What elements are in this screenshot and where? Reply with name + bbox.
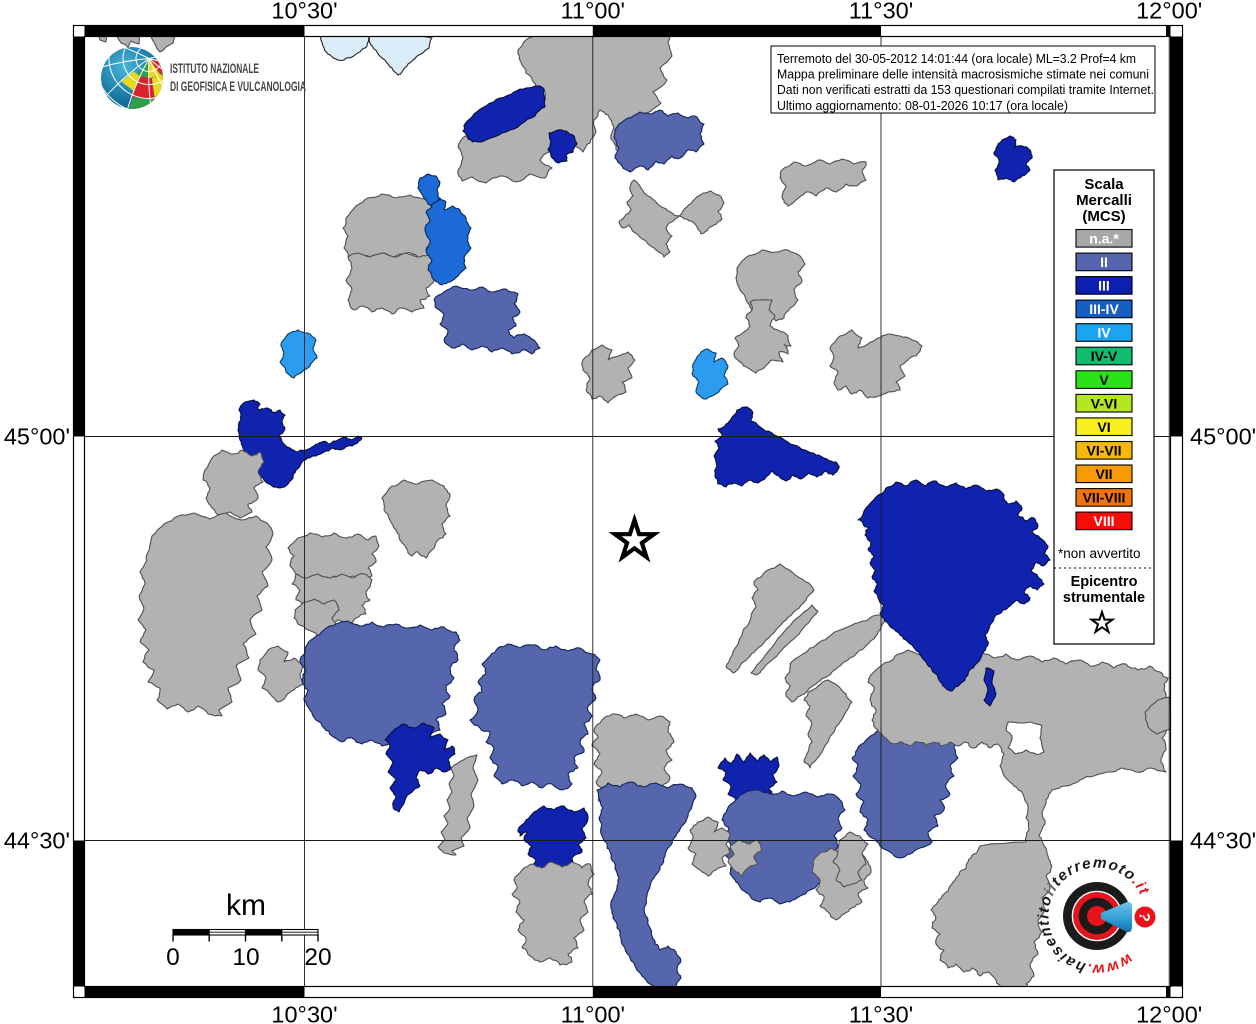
- svg-text:44°30': 44°30': [1190, 828, 1256, 854]
- svg-text:44°30': 44°30': [4, 828, 70, 854]
- svg-text:11°30': 11°30': [849, 1002, 913, 1024]
- svg-text:III: III: [1098, 278, 1110, 294]
- svg-text:Terremoto del 30-05-2012 14:01: Terremoto del 30-05-2012 14:01:44 (ora l…: [777, 51, 1136, 66]
- svg-text:VIII: VIII: [1093, 513, 1114, 529]
- svg-text:IV: IV: [1097, 325, 1111, 341]
- svg-text:45°00': 45°00': [1190, 424, 1256, 450]
- svg-text:VI-VII: VI-VII: [1086, 443, 1121, 459]
- svg-text:DI GEOFISICA E VULCANOLOGIA: DI GEOFISICA E VULCANOLOGIA: [170, 79, 306, 94]
- svg-text:(MCS): (MCS): [1082, 208, 1125, 225]
- svg-text:Epicentro: Epicentro: [1071, 574, 1138, 590]
- svg-text:11°00': 11°00': [561, 0, 625, 24]
- svg-text:VII-VIII: VII-VIII: [1083, 490, 1126, 506]
- svg-text:n.a.*: n.a.*: [1089, 231, 1119, 247]
- svg-text:Dati non verificati estratti d: Dati non verificati estratti da 153 ques…: [777, 82, 1154, 97]
- svg-text:*non avvertito: *non avvertito: [1058, 546, 1141, 561]
- svg-text:VII: VII: [1095, 466, 1112, 482]
- svg-text:10°30': 10°30': [271, 0, 337, 24]
- svg-text:II: II: [1100, 254, 1108, 270]
- svg-text:12°00': 12°00': [1136, 0, 1202, 24]
- svg-text:12°00': 12°00': [1136, 1002, 1202, 1024]
- svg-text:?: ?: [1135, 911, 1153, 923]
- svg-text:20: 20: [304, 944, 331, 971]
- svg-text:10: 10: [232, 944, 259, 971]
- svg-text:0: 0: [166, 944, 180, 971]
- svg-text:45°00': 45°00': [4, 424, 70, 450]
- svg-text:11°30': 11°30': [849, 0, 913, 24]
- svg-text:V-VI: V-VI: [1091, 395, 1117, 411]
- svg-text:V: V: [1099, 372, 1109, 388]
- svg-text:VI: VI: [1097, 419, 1110, 435]
- svg-text:Mappa preliminare delle intens: Mappa preliminare delle intensità macros…: [777, 67, 1149, 82]
- svg-text:11°00': 11°00': [561, 1002, 625, 1024]
- svg-text:ISTITUTO NAZIONALE: ISTITUTO NAZIONALE: [170, 61, 259, 76]
- svg-text:IV-V: IV-V: [1091, 348, 1118, 364]
- svg-text:Mercalli: Mercalli: [1076, 192, 1132, 209]
- svg-text:km: km: [226, 889, 266, 922]
- svg-text:III-IV: III-IV: [1089, 301, 1119, 317]
- svg-text:Ultimo aggiornamento: 08-01-20: Ultimo aggiornamento: 08-01-2026 10:17 (…: [777, 98, 1068, 113]
- svg-text:10°30': 10°30': [271, 1002, 337, 1024]
- svg-text:strumentale: strumentale: [1063, 590, 1145, 606]
- svg-text:Scala: Scala: [1084, 176, 1124, 193]
